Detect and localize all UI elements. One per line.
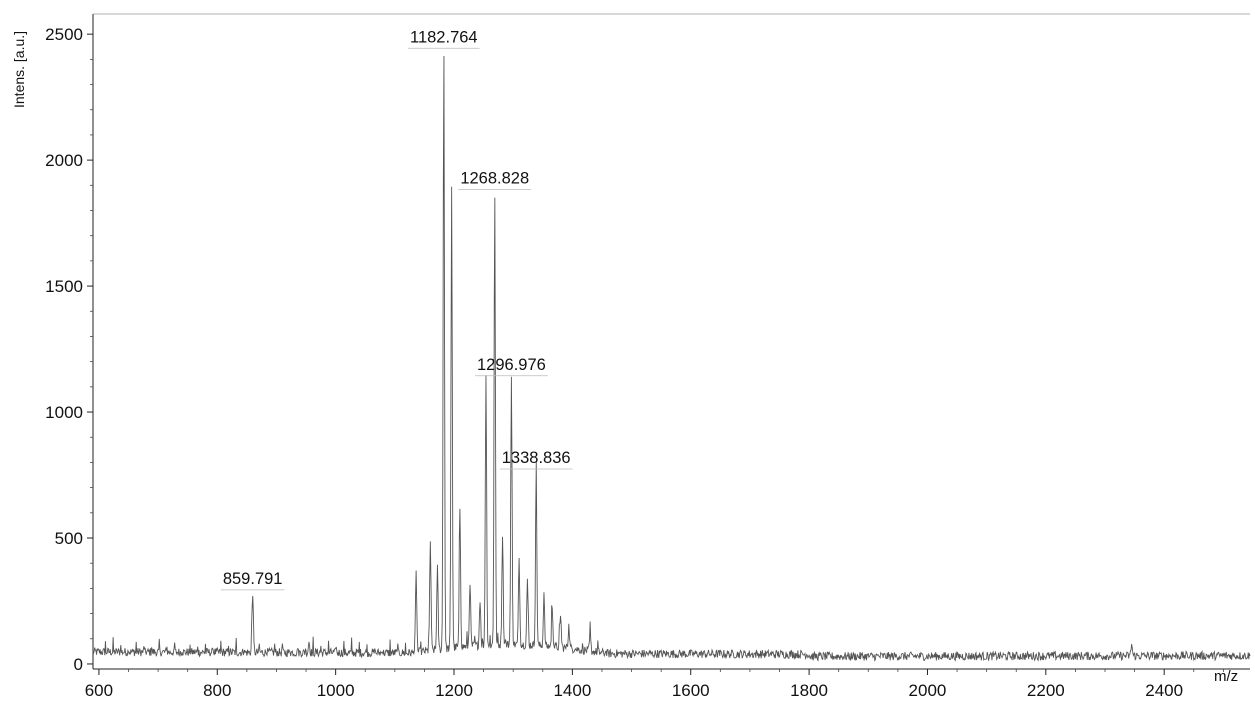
x-axis-label: m/z xyxy=(1214,668,1238,685)
x-tick-label: 1400 xyxy=(553,681,591,700)
peak-label: 1338.836 xyxy=(502,449,571,467)
peak-label: 1296.976 xyxy=(477,356,546,374)
axes: 0 500 1000 1500 2000 2500 600 800 1000 1200 1400 16… xyxy=(45,13,1250,700)
x-tick-label: 2400 xyxy=(1145,681,1183,700)
peak-labels: 859.791 1182.764 1268.828 1296.976 1338.836 xyxy=(220,28,573,591)
peak-label: 1182.764 xyxy=(410,28,478,46)
y-tick-label: 2500 xyxy=(45,25,83,44)
y-tick-label: 1500 xyxy=(45,277,83,296)
y-axis-label: Intens. [a.u.] xyxy=(11,31,27,108)
y-tick-label: 0 xyxy=(74,655,83,674)
x-tick-label: 1800 xyxy=(790,681,828,700)
x-tick-label: 1600 xyxy=(672,681,710,700)
y-tick-label: 500 xyxy=(55,529,83,548)
spectrum-line xyxy=(92,56,1251,662)
spectrum-trace xyxy=(92,56,1251,662)
x-tick-label: 2000 xyxy=(909,681,947,700)
x-tick-label: 600 xyxy=(85,681,113,700)
peak-label: 1268.828 xyxy=(460,169,529,187)
x-tick-label: 1200 xyxy=(435,681,473,700)
peak-label: 859.791 xyxy=(223,570,283,588)
y-tick-label: 2000 xyxy=(45,151,83,170)
x-tick-label: 1000 xyxy=(317,681,355,700)
x-tick-label: 800 xyxy=(203,681,231,700)
x-tick-label: 2200 xyxy=(1027,681,1065,700)
y-tick-label: 1000 xyxy=(45,403,83,422)
